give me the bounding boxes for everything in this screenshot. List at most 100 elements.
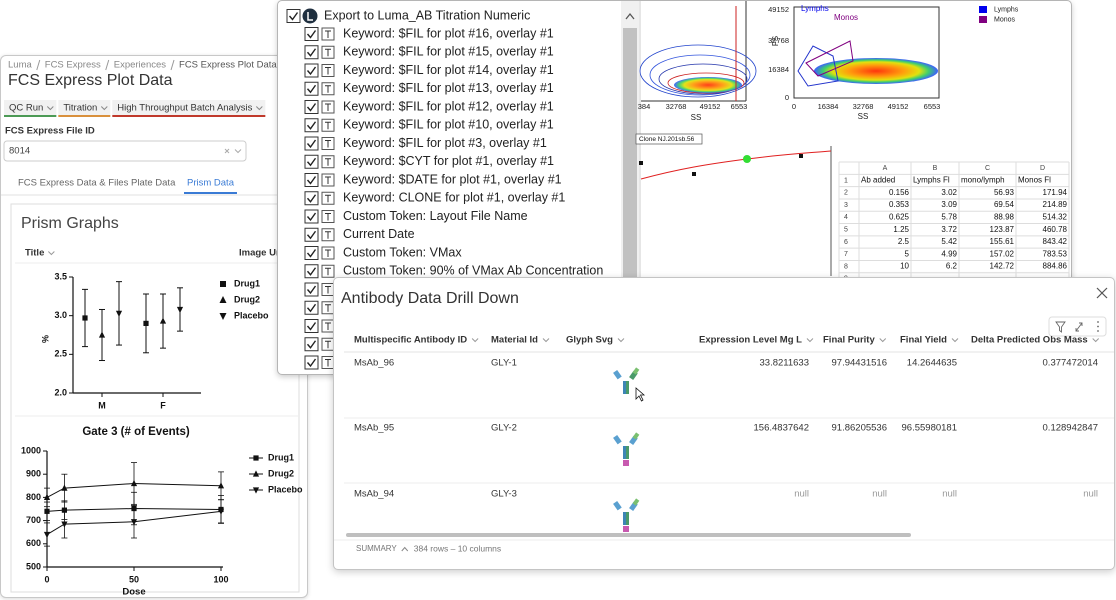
column-header[interactable]: Delta Predicted Obs Mass	[971, 335, 1088, 346]
subtab[interactable]: FCS Express Data & Files	[18, 178, 129, 189]
checkbox[interactable]	[304, 45, 319, 60]
checkmark	[306, 48, 317, 57]
checkbox[interactable]	[304, 100, 319, 114]
x-axis-label: Dose	[122, 587, 145, 597]
checkbox[interactable]	[304, 282, 319, 297]
export-item[interactable]: Current Date	[343, 227, 415, 241]
cell-number: null	[872, 489, 887, 500]
tab-underline	[4, 115, 57, 117]
checkbox[interactable]	[304, 27, 319, 41]
checkbox[interactable]	[304, 246, 319, 260]
tab[interactable]: High Throughput Batch Analysis	[117, 103, 252, 114]
column-header[interactable]: Multispecific Antibody ID	[354, 335, 467, 346]
x-tick-label: 384	[638, 102, 651, 111]
subtab[interactable]: Prism Data	[187, 178, 235, 189]
checkbox[interactable]	[304, 355, 319, 370]
tab[interactable]: Titration	[63, 103, 97, 114]
export-item[interactable]: Keyword: $CYT for plot #1, overlay #1	[343, 154, 554, 168]
export-item[interactable]: Keyword: $FIL for plot #15, overlay #1	[343, 45, 554, 59]
tab[interactable]: QC Run	[9, 103, 43, 114]
subtab[interactable]: Plate Data	[131, 178, 176, 189]
checkmark	[306, 267, 317, 276]
breadcrumb-item[interactable]: FCS Express	[45, 60, 101, 71]
breadcrumb-separator	[36, 59, 41, 71]
file-id-input[interactable]	[3, 140, 247, 162]
export-item[interactable]: Keyword: $FIL for plot #12, overlay #1	[343, 99, 554, 113]
legend-marker	[219, 313, 227, 320]
checkbox[interactable]	[304, 81, 319, 96]
expand-icon[interactable]	[1075, 322, 1083, 332]
column-header[interactable]: Glyph Svg	[566, 335, 613, 346]
h-scrollbar[interactable]	[346, 533, 911, 537]
column-header[interactable]: Expression Level Mg L	[699, 335, 802, 346]
token-icon-t	[325, 85, 331, 93]
tab-background[interactable]	[4, 100, 57, 116]
checkbox[interactable]	[304, 227, 319, 242]
cell-number: 0.377472014	[1043, 358, 1098, 369]
breadcrumb-item[interactable]: Luma	[8, 60, 32, 71]
breadcrumb-item[interactable]: Experiences	[114, 60, 167, 71]
x-axis-label: SS	[858, 112, 869, 121]
sheet-cell: 0.353	[889, 200, 910, 209]
density-contour	[639, 44, 757, 98]
sort-caret	[234, 149, 242, 154]
sheet-cell: 3.02	[941, 188, 957, 197]
export-item[interactable]: Custom Token: VMax	[343, 245, 462, 259]
summary-label[interactable]: SUMMARY	[356, 544, 397, 553]
checkbox[interactable]	[304, 319, 319, 333]
sheet-row-number: 3	[844, 202, 848, 209]
export-item[interactable]: Custom Token: 90% of VMax Ab Concentrati…	[343, 264, 603, 278]
filter-icon[interactable]	[1055, 321, 1066, 333]
sheet-cell: 3.72	[941, 225, 957, 234]
checkbox[interactable]	[304, 118, 319, 133]
sheet-header: Ab added	[861, 176, 895, 185]
scroll-up[interactable]	[625, 12, 635, 20]
legend-swatch	[979, 16, 987, 23]
checkbox[interactable]	[286, 9, 301, 23]
menu-dot	[1097, 321, 1099, 323]
export-item[interactable]: Keyword: CLONE for plot #1, overlay #1	[343, 191, 565, 205]
checkbox[interactable]	[304, 209, 319, 224]
checkbox[interactable]	[304, 154, 319, 169]
cell-number: null	[942, 489, 957, 500]
export-item[interactable]: Keyword: $FIL for plot #10, overlay #1	[343, 118, 554, 132]
column-header[interactable]: Image Ur	[239, 248, 280, 259]
data-point	[43, 531, 51, 539]
column-header[interactable]: Final Purity	[823, 335, 875, 346]
tab-background[interactable]	[112, 100, 266, 116]
checkbox[interactable]	[304, 63, 319, 78]
export-item[interactable]: Keyword: $FIL for plot #3, overlay #1	[343, 136, 547, 150]
column-header[interactable]: Title	[25, 248, 44, 259]
glyph-arm	[613, 501, 622, 511]
data-point	[176, 306, 184, 314]
export-item[interactable]: Keyword: $FIL for plot #16, overlay #1	[343, 26, 554, 40]
column-header[interactable]: Material Id	[491, 335, 538, 346]
plot-data-canvas: Luma FCS Express Experiences FCS Express Pl…	[1, 59, 307, 597]
export-item[interactable]: Keyword: $FIL for plot #14, overlay #1	[343, 63, 554, 77]
sort-caret	[806, 338, 814, 343]
export-item[interactable]: Keyword: $DATE for plot #1, overlay #1	[343, 172, 562, 186]
glyph-tag	[623, 460, 629, 466]
export-item[interactable]: Custom Token: Layout File Name	[343, 209, 528, 223]
export-item[interactable]: Keyword: $FIL for plot #13, overlay #1	[343, 81, 554, 95]
checkbox[interactable]	[304, 300, 319, 315]
glyph-stem	[626, 381, 629, 394]
cell-number: null	[1083, 489, 1098, 500]
x-tick-label: 50	[129, 574, 139, 584]
legend-marker	[253, 455, 259, 461]
checkbox[interactable]	[304, 337, 319, 352]
legend-label: Placebo	[234, 310, 269, 320]
column-header[interactable]: Final Yield	[900, 335, 947, 346]
x-tick-label: 100	[213, 574, 228, 584]
checkbox[interactable]	[304, 136, 319, 151]
checkbox[interactable]	[304, 173, 319, 187]
sheet-cell: 0.625	[889, 213, 910, 222]
checkbox[interactable]	[304, 191, 319, 206]
sheet-cell: 2.5	[898, 237, 910, 246]
tab-background[interactable]	[58, 100, 111, 116]
data-point	[61, 521, 68, 528]
close-icon	[1096, 287, 1108, 299]
checkbox[interactable]	[304, 264, 319, 279]
sheet-cell: 123.87	[990, 225, 1015, 234]
